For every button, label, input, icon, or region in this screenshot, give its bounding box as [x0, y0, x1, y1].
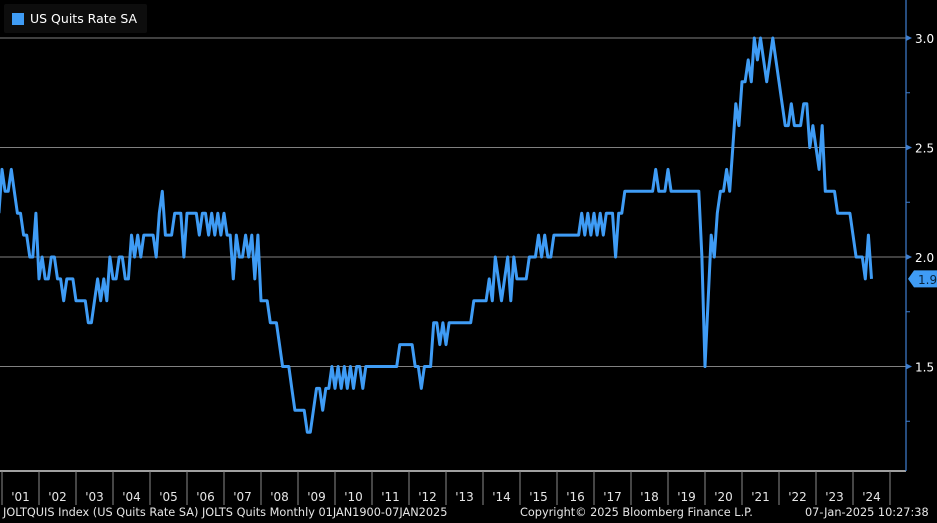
svg-text:'22: '22	[788, 490, 807, 504]
svg-text:'03: '03	[85, 490, 104, 504]
svg-text:'01: '01	[11, 490, 30, 504]
footer-description: JOLTQUIS Index (US Quits Rate SA) JOLTS …	[3, 506, 448, 519]
svg-text:'07: '07	[233, 490, 252, 504]
svg-text:'17: '17	[603, 490, 622, 504]
svg-text:'11: '11	[381, 490, 400, 504]
legend-swatch-icon	[12, 12, 24, 25]
quits-rate-line	[0, 36, 873, 434]
legend-label: US Quits Rate SA	[30, 11, 138, 26]
svg-text:2.5: 2.5	[915, 142, 934, 156]
last-value-badge-shape	[908, 270, 937, 288]
svg-text:'12: '12	[418, 490, 437, 504]
svg-text:'13: '13	[455, 490, 474, 504]
svg-text:'23: '23	[825, 490, 844, 504]
svg-text:'14: '14	[492, 490, 511, 504]
svg-text:3.0: 3.0	[915, 32, 934, 46]
svg-text:'18: '18	[640, 490, 659, 504]
svg-text:1.5: 1.5	[915, 361, 934, 375]
svg-text:'09: '09	[307, 490, 326, 504]
x-axis: '01 '02 '03 '04 '05 '06 '07 '08 '09 '10 '11 '12 '13 '…	[1, 471, 891, 505]
legend: US Quits Rate SA	[4, 4, 148, 33]
y-axis: 1.5 2.0 2.5 3.0	[905, 0, 934, 471]
svg-text:'02: '02	[48, 490, 67, 504]
svg-text:'15: '15	[529, 490, 548, 504]
svg-text:'21: '21	[751, 490, 770, 504]
svg-text:'24: '24	[862, 490, 881, 504]
last-value-text: 1.9	[918, 273, 937, 287]
last-value-badge: 1.9	[907, 272, 937, 289]
footer-copyright: Copyright© 2025 Bloomberg Finance L.P.	[520, 506, 753, 519]
svg-text:'06: '06	[196, 490, 215, 504]
svg-text:'10: '10	[344, 490, 363, 504]
svg-text:'08: '08	[270, 490, 289, 504]
svg-text:'05: '05	[159, 490, 178, 504]
svg-text:2.0: 2.0	[915, 251, 934, 265]
svg-text:'19: '19	[677, 490, 696, 504]
svg-text:'16: '16	[566, 490, 585, 504]
gridlines	[0, 37, 906, 367]
svg-text:'04: '04	[122, 490, 141, 504]
footer-timestamp: 07-Jan-2025 10:27:38	[805, 506, 929, 519]
svg-text:'20: '20	[714, 490, 733, 504]
